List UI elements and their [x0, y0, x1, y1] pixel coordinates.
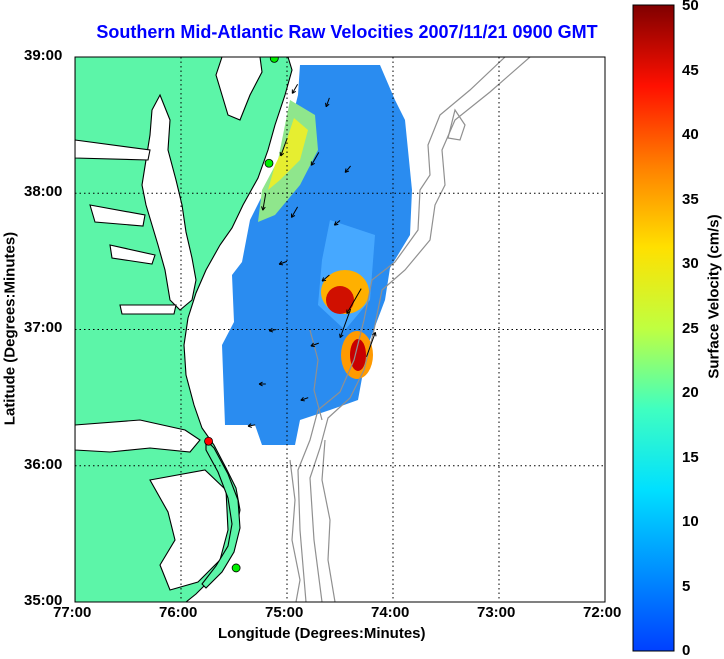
- velocity-vector-head: [279, 263, 284, 266]
- delaware-bay: [215, 57, 263, 121]
- velocity-vector: [247, 424, 256, 427]
- colorbar-tick: 25: [682, 320, 699, 337]
- velocity-vector: [291, 206, 299, 218]
- velocity-vector: [300, 397, 309, 401]
- colorbar-tick: 35: [682, 191, 699, 208]
- velocity-vector: [321, 274, 330, 282]
- velocity-hotspot-north-inner: [326, 286, 354, 314]
- x-tick-label: 73:00: [477, 604, 516, 621]
- velocity-vector-head: [268, 327, 273, 332]
- velocity-vector-head: [322, 279, 327, 282]
- colorbar-tick: 10: [682, 513, 699, 530]
- velocity-vector-head: [345, 170, 350, 173]
- colorbar-tick: 40: [682, 126, 699, 143]
- velocity-vector: [310, 342, 319, 347]
- y-axis-label: Latitude (Degrees:Minutes): [1, 231, 19, 426]
- velocity-vector-head: [247, 425, 252, 428]
- outer-banks: [201, 438, 241, 589]
- y-tick-label: 36:00: [24, 456, 63, 473]
- x-tick-label: 75:00: [265, 604, 304, 621]
- velocity-vector: [366, 332, 376, 357]
- velocity-vector-head: [310, 342, 314, 347]
- bay-tributary-3: [109, 244, 156, 265]
- colorbar-label: Surface Velocity (cm/s): [705, 214, 723, 379]
- velocity-vector-head: [374, 332, 377, 337]
- velocity-vector-head: [310, 345, 315, 348]
- velocity-vector-head: [247, 423, 252, 427]
- velocity-vector: [339, 308, 352, 338]
- colorbar-tick: 45: [682, 62, 699, 79]
- velocity-vector-head: [258, 381, 263, 385]
- radar-station-marker: [269, 57, 279, 63]
- x-tick-label: 77:00: [53, 604, 92, 621]
- velocity-vector-head: [339, 333, 341, 338]
- velocity-vector: [344, 165, 351, 173]
- velocity-vector-head: [291, 214, 296, 218]
- velocity-hotspot-south-inner: [350, 339, 366, 371]
- bay-tributary-4: [119, 304, 177, 315]
- y-tick-label: 37:00: [24, 319, 63, 336]
- velocity-vector: [325, 97, 330, 107]
- y-tick-label: 38:00: [24, 183, 63, 200]
- x-tick-label: 72:00: [583, 604, 622, 621]
- velocity-vector-head: [280, 152, 285, 157]
- pamlico-sound: [149, 469, 229, 591]
- velocity-vector-head: [325, 103, 330, 108]
- velocity-vector: [334, 220, 341, 226]
- bay-tributary-2: [89, 204, 146, 227]
- velocity-vector-head: [325, 102, 327, 107]
- map-grid: [75, 57, 605, 602]
- velocity-vector-head: [262, 206, 266, 211]
- velocity-patch-coastal-jet: [268, 118, 308, 190]
- velocity-vector: [278, 260, 288, 265]
- velocity-vector-head: [278, 260, 283, 265]
- velocity-vector: [310, 152, 320, 166]
- radar-station-marker: [204, 436, 213, 446]
- velocity-vector-head: [334, 223, 339, 226]
- velocity-vector: [346, 288, 362, 314]
- velocity-vector: [291, 83, 299, 94]
- velocity-vector-head: [333, 221, 337, 226]
- velocity-vector-head: [279, 151, 282, 157]
- velocity-vector-head: [300, 399, 305, 402]
- x-tick-label: 76:00: [159, 604, 198, 621]
- colorbar-tick: 50: [682, 0, 699, 14]
- velocity-vector-head: [258, 383, 263, 387]
- velocity-field: [222, 65, 412, 445]
- radar-station-marker: [231, 563, 241, 573]
- velocity-vector-head: [321, 277, 325, 282]
- bathymetry-contours: [289, 57, 531, 602]
- colorbar-tick: 15: [682, 449, 699, 466]
- colorbar-tick: 0: [682, 642, 691, 659]
- colorbar-tick: 5: [682, 578, 691, 595]
- y-tick-label: 39:00: [24, 47, 63, 64]
- velocity-vectors: [247, 83, 377, 428]
- colorbar-tick: 30: [682, 255, 699, 272]
- velocity-vector: [280, 138, 288, 157]
- velocity-vector-head: [311, 162, 315, 166]
- albemarle-sound: [75, 419, 201, 453]
- radar-stations: [204, 57, 279, 573]
- velocity-vector-head: [269, 330, 274, 333]
- colorbar: [632, 4, 675, 652]
- velocity-vector-head: [300, 396, 304, 401]
- colorbar-tick: 20: [682, 384, 699, 401]
- velocity-vector-head: [344, 168, 347, 173]
- map-frame: [74, 56, 606, 603]
- velocity-vector-head: [292, 90, 296, 94]
- velocity-vector-head: [372, 331, 376, 336]
- map-title: Southern Mid-Atlantic Raw Velocities 200…: [96, 22, 598, 42]
- velocity-vector: [262, 193, 267, 211]
- radar-station-marker: [264, 158, 274, 168]
- bay-tributary-1: [75, 139, 151, 161]
- velocity-vector: [269, 329, 277, 332]
- y-tick-label: 35:00: [24, 592, 63, 609]
- x-tick-label: 74:00: [371, 604, 410, 621]
- velocity-vector-head: [261, 206, 264, 211]
- velocity-vector-head: [339, 334, 344, 339]
- x-axis-label: Longitude (Degrees:Minutes): [218, 625, 426, 642]
